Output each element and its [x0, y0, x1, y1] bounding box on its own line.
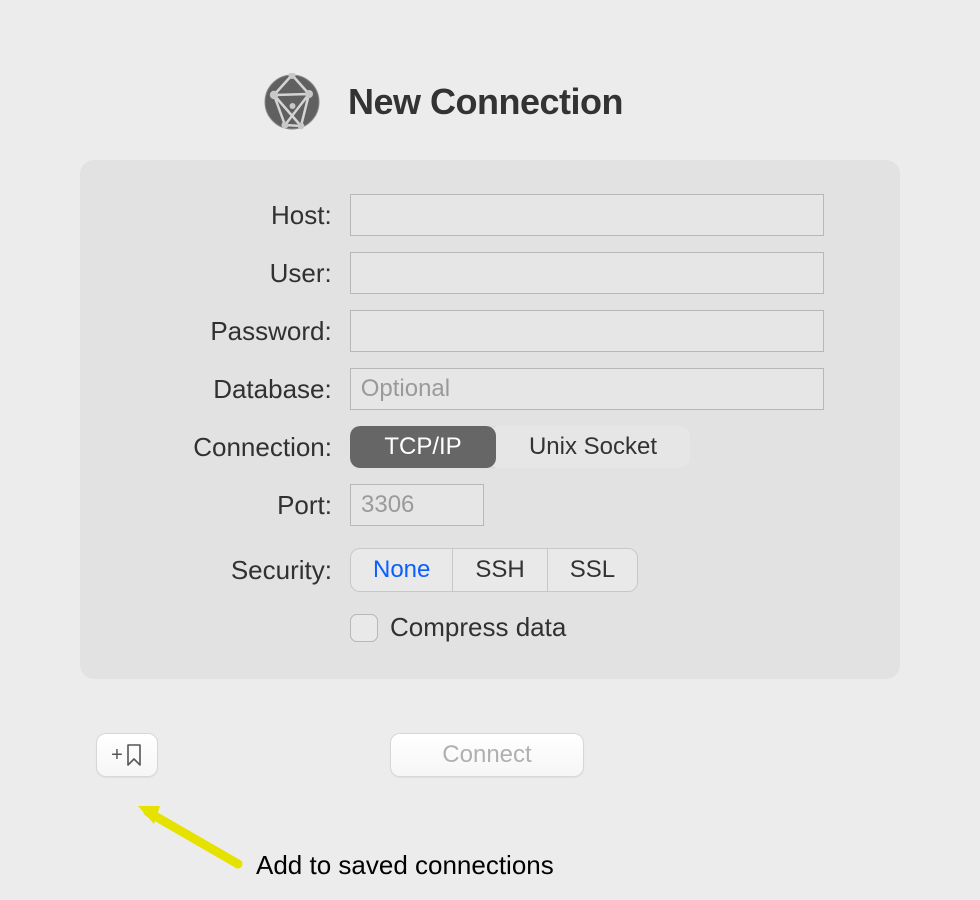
port-input[interactable]	[350, 484, 484, 526]
user-input[interactable]	[350, 252, 824, 294]
security-label: Security:	[156, 555, 350, 586]
plus-icon: +	[111, 745, 123, 765]
host-input[interactable]	[350, 194, 824, 236]
connection-unix-socket-button[interactable]: Unix Socket	[496, 426, 690, 468]
connection-label: Connection:	[156, 432, 350, 463]
database-row: Database:	[156, 368, 824, 410]
port-row: Port:	[156, 484, 824, 526]
user-row: User:	[156, 252, 824, 294]
port-label: Port:	[156, 490, 350, 521]
password-row: Password:	[156, 310, 824, 352]
bookmark-icon	[125, 743, 143, 767]
security-segmented: None SSH SSL	[350, 548, 638, 592]
security-row: Security: None SSH SSL	[156, 548, 824, 592]
host-row: Host:	[156, 194, 824, 236]
database-label: Database:	[156, 374, 350, 405]
add-bookmark-button[interactable]: +	[96, 733, 158, 777]
network-globe-icon	[262, 72, 322, 132]
connect-button[interactable]: Connect	[390, 733, 584, 777]
host-label: Host:	[156, 200, 350, 231]
compress-checkbox[interactable]	[350, 614, 378, 642]
password-label: Password:	[156, 316, 350, 347]
compress-row: Compress data	[156, 612, 824, 643]
security-ssl-button[interactable]: SSL	[548, 549, 637, 591]
dialog-header: New Connection	[0, 0, 980, 160]
connection-form-panel: Host: User: Password: Database: Connecti…	[80, 160, 900, 679]
connect-button-label: Connect	[442, 741, 531, 769]
database-input[interactable]	[350, 368, 824, 410]
connection-segmented: TCP/IP Unix Socket	[350, 426, 690, 468]
user-label: User:	[156, 258, 350, 289]
compress-label: Compress data	[390, 612, 566, 643]
security-none-button[interactable]: None	[351, 549, 453, 591]
dialog-title: New Connection	[348, 81, 623, 123]
annotation-label: Add to saved connections	[256, 850, 554, 881]
connection-tcpip-button[interactable]: TCP/IP	[350, 426, 496, 468]
password-input[interactable]	[350, 310, 824, 352]
connection-row: Connection: TCP/IP Unix Socket	[156, 426, 824, 468]
security-ssh-button[interactable]: SSH	[453, 549, 547, 591]
